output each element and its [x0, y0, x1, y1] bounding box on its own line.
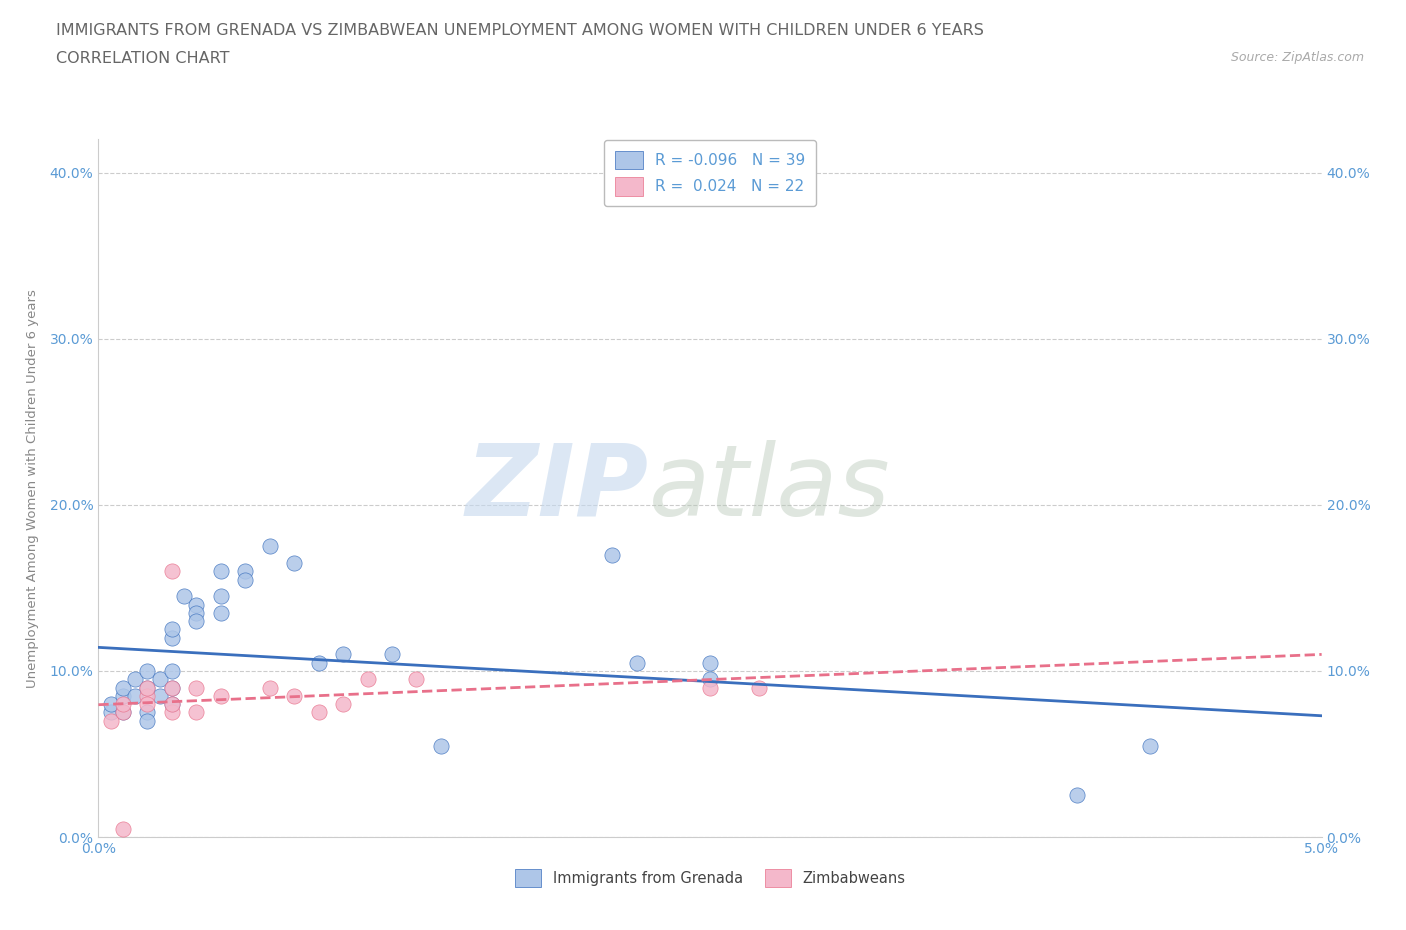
Point [111, 705, 134, 720]
Point [186, 614, 208, 629]
Point [209, 605, 232, 620]
Point [283, 688, 305, 703]
Point [259, 539, 281, 554]
Text: Source: ZipAtlas.com: Source: ZipAtlas.com [1230, 51, 1364, 64]
Point [748, 680, 770, 695]
Point [136, 680, 159, 695]
Point [124, 688, 146, 703]
Point [136, 697, 159, 711]
Point [332, 647, 354, 662]
Point [160, 680, 183, 695]
Point [699, 671, 721, 686]
Point [381, 647, 404, 662]
Point [233, 572, 256, 587]
Point [136, 688, 159, 703]
Point [124, 671, 146, 686]
Point [111, 688, 134, 703]
Point [100, 705, 122, 720]
Point [1139, 738, 1161, 753]
Point [136, 680, 159, 695]
Point [173, 589, 195, 604]
Point [356, 671, 378, 686]
Point [308, 656, 330, 671]
Point [160, 663, 183, 678]
Point [136, 663, 159, 678]
Point [160, 564, 183, 578]
Y-axis label: Unemployment Among Women with Children Under 6 years: Unemployment Among Women with Children U… [25, 289, 38, 687]
Point [160, 697, 183, 711]
Point [160, 631, 183, 645]
Point [308, 705, 330, 720]
Point [405, 671, 427, 686]
Point [160, 622, 183, 637]
Text: atlas: atlas [650, 440, 890, 537]
Text: IMMIGRANTS FROM GRENADA VS ZIMBABWEAN UNEMPLOYMENT AMONG WOMEN WITH CHILDREN UND: IMMIGRANTS FROM GRENADA VS ZIMBABWEAN UN… [56, 23, 984, 38]
Point [100, 713, 122, 728]
Point [209, 589, 232, 604]
Point [186, 680, 208, 695]
Point [186, 605, 208, 620]
Point [186, 597, 208, 612]
Point [111, 697, 134, 711]
Point [1066, 788, 1088, 803]
Point [600, 547, 623, 562]
Point [233, 564, 256, 578]
Point [111, 680, 134, 695]
Point [149, 671, 172, 686]
Point [100, 697, 122, 711]
Point [259, 680, 281, 695]
Point [209, 564, 232, 578]
Point [111, 705, 134, 720]
Point [699, 656, 721, 671]
Point [209, 688, 232, 703]
Point [160, 680, 183, 695]
Point [626, 656, 648, 671]
Point [283, 555, 305, 570]
Legend: Immigrants from Grenada, Zimbabweans: Immigrants from Grenada, Zimbabweans [509, 863, 911, 893]
Point [136, 713, 159, 728]
Point [186, 705, 208, 720]
Point [149, 688, 172, 703]
Point [136, 705, 159, 720]
Text: CORRELATION CHART: CORRELATION CHART [56, 51, 229, 66]
Point [160, 697, 183, 711]
Point [111, 821, 134, 836]
Point [430, 738, 453, 753]
Point [699, 680, 721, 695]
Point [332, 697, 354, 711]
Text: ZIP: ZIP [465, 440, 650, 537]
Point [160, 705, 183, 720]
